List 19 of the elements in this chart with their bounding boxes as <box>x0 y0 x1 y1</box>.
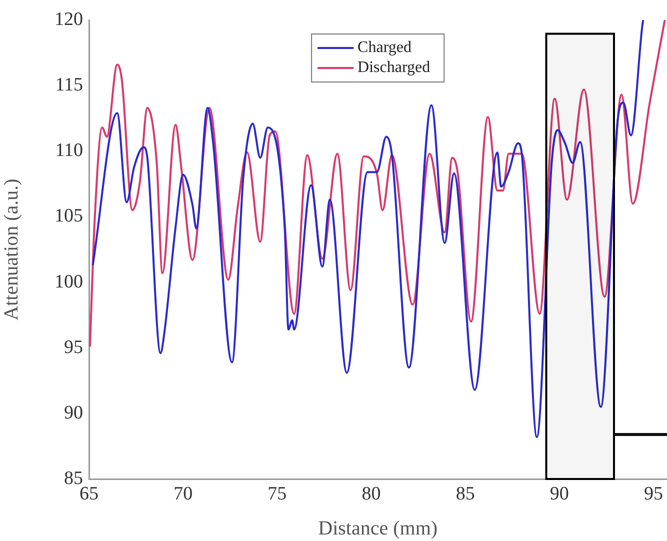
y-axis-title: Attenuation (a.u.) <box>0 178 22 320</box>
y-tick-label: 105 <box>54 206 83 227</box>
y-tick-label: 100 <box>54 271 83 292</box>
line-series <box>92 20 644 438</box>
x-tick-label: 95 <box>644 483 663 504</box>
y-tick-label: 120 <box>54 8 83 30</box>
x-tick-label: 80 <box>362 483 381 504</box>
x-tick-label: 70 <box>174 483 193 504</box>
y-tick-label: 115 <box>55 74 83 96</box>
y-tick-label: 95 <box>64 336 83 358</box>
line-series <box>89 20 666 348</box>
x-tick-label: 90 <box>550 483 569 504</box>
x-axis-title: Distance (mm) <box>318 517 438 540</box>
legend-label: Discharged <box>358 59 430 76</box>
x-tick-label: 85 <box>456 483 475 504</box>
y-tick-label: 110 <box>55 140 83 162</box>
legend-label: Charged <box>358 39 412 56</box>
y-tick-label: 90 <box>64 402 83 424</box>
x-tick-label: 75 <box>268 483 287 504</box>
